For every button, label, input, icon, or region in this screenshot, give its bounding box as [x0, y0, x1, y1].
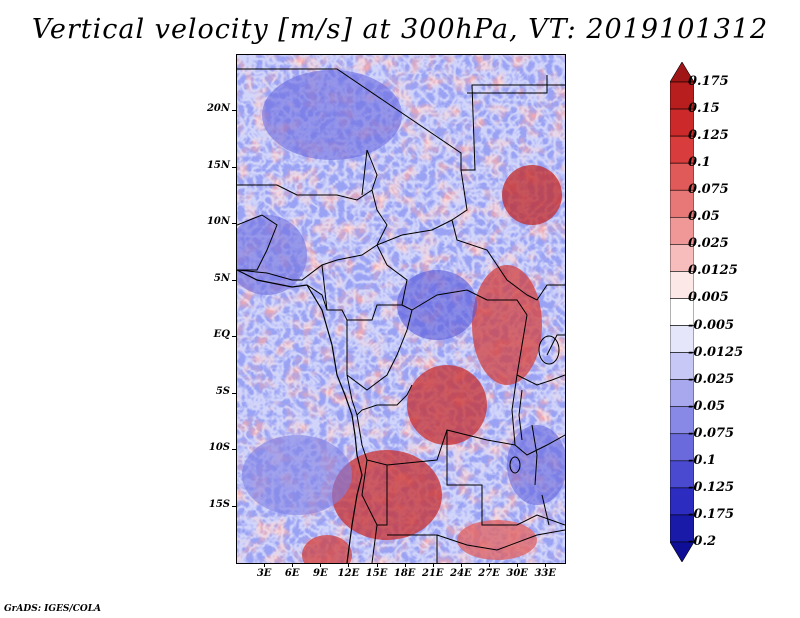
- colorbar-segment: [670, 271, 694, 299]
- lat-tick-label: 15S: [208, 498, 230, 510]
- lon-tick-mark: [460, 563, 462, 567]
- colorbar-level-label: -0.1: [688, 452, 717, 468]
- lon-tick-mark: [489, 563, 491, 567]
- lon-tick-mark: [404, 563, 406, 567]
- colorbar-level-label: 0.1: [688, 155, 711, 171]
- credit-text: GrADS: IGES/COLA: [4, 604, 102, 614]
- lat-tick-label: EQ: [213, 329, 230, 341]
- country-borders: [237, 68, 565, 563]
- colorbar-level-label: 0.125: [688, 128, 729, 144]
- lon-tick-mark: [517, 563, 519, 567]
- lat-tick-label: 10N: [206, 216, 230, 228]
- lat-tick-mark: [232, 223, 236, 225]
- colorbar-segment: [670, 514, 694, 543]
- subsidence-regions: [237, 70, 565, 515]
- lon-tick-label: 24E: [450, 568, 472, 579]
- lat-tick-mark: [232, 279, 236, 281]
- lon-tick-label: 12E: [337, 568, 360, 579]
- lon-tick-label: 15E: [365, 568, 388, 579]
- colorbar-level-label: -0.175: [688, 506, 735, 522]
- lat-tick-label: 10S: [208, 442, 230, 454]
- lon-tick-mark: [432, 563, 434, 567]
- colorbar-level-label: -0.075: [688, 425, 735, 441]
- lon-tick-label: 33E: [534, 568, 557, 579]
- lat-tick-mark: [232, 336, 236, 338]
- colorbar-level-label: -0.125: [688, 479, 735, 495]
- colorbar: [670, 62, 694, 562]
- lon-tick-label: 18E: [393, 568, 416, 579]
- lon-tick-mark: [376, 563, 378, 567]
- colorbar-level-label: 0.15: [688, 101, 720, 117]
- colorbar-level-label: -0.025: [688, 371, 735, 387]
- lon-tick-mark: [292, 563, 294, 567]
- colorbar-segment: [670, 460, 694, 489]
- lon-tick-mark: [348, 563, 350, 567]
- colorbar-level-label: 0.05: [688, 209, 720, 225]
- lat-tick-label: 5S: [215, 385, 230, 397]
- map-canvas: [237, 55, 565, 563]
- colorbar-level-label: -0.2: [688, 534, 717, 549]
- colorbar-level-label: 0.0125: [688, 263, 738, 279]
- coastline: [237, 269, 363, 563]
- colorbar-level-label: 0.175: [688, 74, 729, 89]
- colorbar-segment: [670, 298, 694, 326]
- colorbar-segment: [670, 189, 694, 218]
- colorbar-level-label: -0.0125: [688, 344, 744, 360]
- lon-tick-mark: [320, 563, 322, 567]
- colorbar-level-label: 0.005: [688, 290, 729, 306]
- colorbar-level-label: 0.075: [688, 182, 729, 198]
- lon-tick-mark: [264, 563, 266, 567]
- great-lakes: [509, 335, 560, 526]
- lat-tick-label: 20N: [206, 103, 230, 115]
- lon-tick-label: 21E: [422, 568, 444, 579]
- colorbar-segment: [670, 135, 694, 164]
- lat-tick-label: 15N: [206, 159, 230, 171]
- colorbar-segment: [670, 244, 694, 272]
- lon-tick-label: 3E: [256, 568, 272, 579]
- lon-tick-label: 6E: [284, 568, 300, 579]
- lat-tick-mark: [232, 449, 236, 451]
- lon-tick-label: 27E: [478, 568, 500, 579]
- colorbar-level-label: 0.025: [688, 236, 729, 252]
- colorbar-segment: [670, 352, 694, 380]
- colorbar-segment: [670, 541, 694, 562]
- lat-tick-mark: [232, 505, 236, 507]
- colorbar-level-label: -0.05: [688, 398, 726, 414]
- updraft-regions: [302, 165, 562, 563]
- colorbar-level-label: -0.005: [688, 317, 735, 333]
- lat-tick-mark: [232, 166, 236, 168]
- lon-tick-label: 30E: [506, 568, 528, 579]
- lat-tick-label: 5N: [213, 272, 230, 284]
- colorbar-segment: [670, 433, 694, 462]
- lat-tick-mark: [232, 392, 236, 394]
- lat-tick-mark: [232, 110, 236, 112]
- colorbar-segment: [670, 216, 694, 245]
- chart-title: Vertical velocity [m/s] at 300hPa, VT: 2…: [31, 14, 769, 45]
- lon-tick-label: 9E: [313, 568, 328, 579]
- lon-tick-mark: [545, 563, 547, 567]
- map-plot-area: [236, 54, 566, 564]
